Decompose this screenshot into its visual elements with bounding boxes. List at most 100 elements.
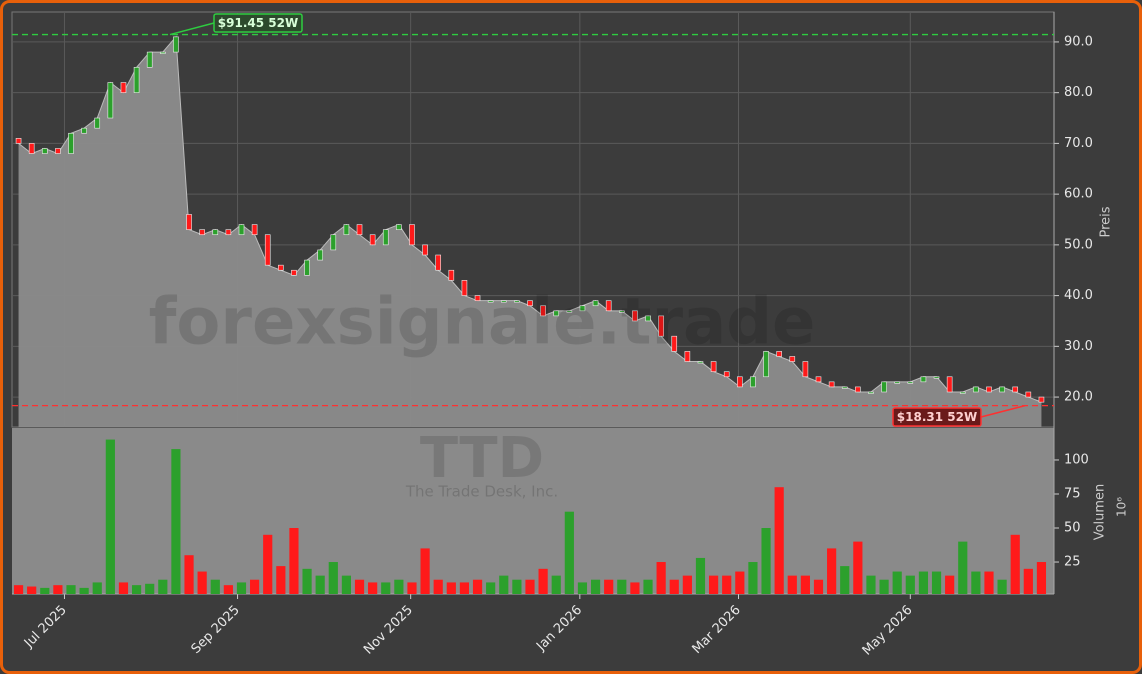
y-tick-label: 50.0 [1064,237,1093,252]
candle-body [107,82,114,119]
volume-bar [945,575,955,594]
volume-bar [118,582,129,594]
volume-bar [669,579,679,594]
candle-body [776,351,782,357]
candle-body [855,386,861,393]
candle-body [920,376,927,383]
candle-body [763,351,769,378]
candle-body [907,381,914,384]
volume-bar [512,579,522,594]
candle-body [186,214,192,230]
candle-body [133,66,140,93]
y2-tick-label: 25 [1064,555,1081,570]
annotation-box [892,407,982,427]
candle-body [750,376,756,388]
volume-bar [643,579,653,594]
y-tick-label: 70.0 [1064,136,1093,151]
candle-body [409,224,415,246]
volume-bar [276,566,286,594]
candle-body [500,300,507,303]
volume-bar [630,582,640,594]
volume-bar [774,487,784,594]
candle-body [933,376,940,379]
volume-bar [420,548,430,594]
candle-body [868,391,874,394]
candle-body [435,254,442,271]
candle-body [618,310,625,313]
candle-body [789,356,796,362]
candle-body [815,376,822,383]
candle-body [881,381,887,393]
ticker: TTD [420,426,544,491]
price-area [18,36,1042,428]
candle-body [278,264,284,271]
candle-body [973,386,979,393]
candle-body [579,305,586,312]
candle-body [1025,391,1032,398]
candle-body [251,224,258,236]
candle-body [841,386,848,389]
candle-body [160,51,166,54]
candle-body [986,386,992,393]
candle-body [94,117,101,129]
candle-body [514,300,520,303]
volume-bar [695,557,706,594]
volume-bar [446,582,456,594]
candle-body [369,234,376,246]
volume-bar [853,541,863,594]
annotation-box [213,13,303,33]
volume-bar [79,587,89,594]
volume-bar [407,582,417,594]
volume-bar [499,575,509,594]
candle-body [238,224,245,236]
volume-bar [27,586,37,594]
volume-bar [984,571,994,594]
candle-body [15,138,22,144]
candle-body [1012,386,1019,393]
y2-tick-label: 75 [1064,486,1081,501]
candle-body [382,229,389,246]
candle-body [343,224,350,236]
volume-bar [472,579,483,594]
candle-body [540,305,546,317]
y-tick-label: 80.0 [1064,85,1093,100]
annotation-arrow [980,404,1026,418]
volume-bar [997,579,1007,594]
y2-tick-label: 100 [1064,452,1089,467]
volume-bar [525,579,535,594]
volume-bar [879,579,889,594]
volume-bar [66,585,76,594]
volume-bar [748,562,758,594]
candle-body [632,310,638,322]
candle-body [946,376,953,393]
candle-body [474,295,481,301]
candle-body [304,259,310,276]
annotation-label: $91.45 52W [218,16,298,30]
volume-bar [158,579,168,594]
volume-bar [289,528,299,594]
volume-bar [905,575,915,594]
candle-body [894,381,900,384]
candle-body [264,234,271,266]
y-tick-label: 40.0 [1064,288,1093,303]
volume-bar [971,571,981,594]
candle-body [396,224,402,230]
annotation-label: $18.31 52W [897,410,977,424]
volume-bar [263,534,273,594]
candle-body [999,386,1005,393]
candle-body [291,269,297,276]
candle-body [199,229,205,236]
volume-bar [617,579,627,594]
candle-body [658,315,664,337]
volume-bar [131,585,142,594]
volume-bar [813,579,824,594]
candle-body [710,361,717,373]
candle-body [671,335,678,352]
y2-axis-label: Volumen [1093,484,1108,541]
candle-body [422,244,428,256]
volume-bar [538,568,548,594]
volume-bar [722,575,732,594]
candle-body [81,127,87,134]
